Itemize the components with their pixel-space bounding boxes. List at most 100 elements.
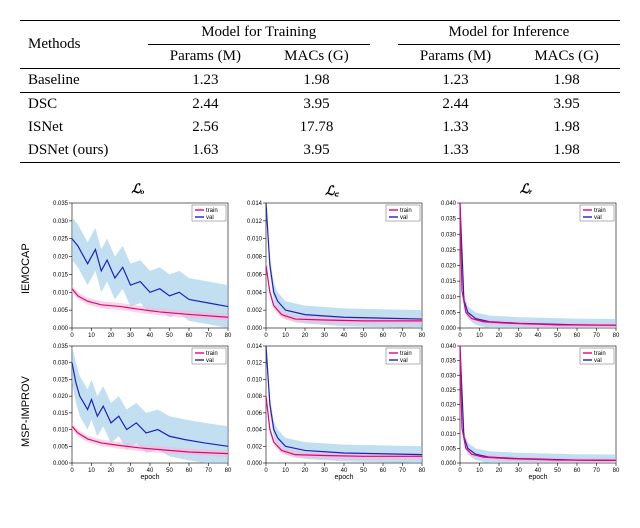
svg-text:train: train: [400, 208, 412, 214]
svg-text:80: 80: [225, 333, 232, 338]
svg-text:0.015: 0.015: [53, 272, 69, 278]
svg-text:10: 10: [476, 468, 483, 474]
svg-text:0.012: 0.012: [247, 361, 263, 367]
svg-text:0: 0: [458, 333, 462, 338]
svg-text:0.015: 0.015: [441, 279, 457, 285]
svg-text:0.035: 0.035: [441, 217, 457, 223]
svg-text:0.040: 0.040: [441, 344, 457, 350]
col-infer: Model for Inference: [398, 21, 620, 45]
svg-text:epoch: epoch: [334, 474, 353, 481]
svg-text:0.015: 0.015: [53, 411, 69, 417]
svg-text:0.005: 0.005: [441, 310, 457, 316]
svg-text:0: 0: [264, 468, 268, 474]
svg-text:30: 30: [127, 468, 134, 474]
col-title-Lr: ℒᵣ: [432, 181, 620, 195]
svg-text:0.004: 0.004: [247, 428, 263, 434]
svg-text:80: 80: [419, 468, 426, 474]
svg-text:60: 60: [380, 333, 387, 338]
svg-text:30: 30: [321, 333, 328, 338]
svg-text:0.014: 0.014: [247, 201, 263, 207]
svg-text:20: 20: [108, 468, 115, 474]
comparison-table: Methods Model for Training Model for Inf…: [20, 20, 620, 163]
svg-text:30: 30: [321, 468, 328, 474]
svg-text:70: 70: [205, 333, 212, 338]
svg-text:10: 10: [476, 333, 483, 338]
svg-text:50: 50: [166, 468, 173, 474]
svg-text:80: 80: [613, 468, 620, 474]
svg-text:0.010: 0.010: [441, 295, 457, 301]
svg-text:50: 50: [554, 468, 561, 474]
svg-text:10: 10: [88, 333, 95, 338]
svg-text:0.002: 0.002: [247, 308, 263, 314]
table-row: DSNet (ours)1.633.951.331.98: [20, 139, 620, 163]
svg-text:0.040: 0.040: [441, 201, 457, 207]
svg-text:0.010: 0.010: [247, 237, 263, 243]
svg-text:0.020: 0.020: [441, 264, 457, 270]
svg-text:70: 70: [399, 333, 406, 338]
chart-panel: 0.0000.0050.0100.0150.0200.0250.0300.035…: [44, 199, 232, 338]
svg-text:train: train: [594, 351, 606, 357]
row-title-msp: MSP-IMPROV: [20, 342, 38, 481]
svg-text:0.010: 0.010: [247, 377, 263, 383]
svg-text:0.010: 0.010: [441, 432, 457, 438]
svg-text:0: 0: [70, 468, 74, 474]
svg-text:0.025: 0.025: [441, 388, 457, 394]
svg-text:40: 40: [535, 333, 542, 338]
svg-text:0.014: 0.014: [247, 344, 263, 350]
svg-text:epoch: epoch: [528, 474, 547, 481]
svg-text:0.012: 0.012: [247, 219, 263, 225]
svg-text:60: 60: [380, 468, 387, 474]
loss-figure: ℒₒ ℒ꜀ ℒᵣ IEMOCAP 0.0000.0050.0100.0150.0…: [20, 181, 620, 481]
svg-text:0: 0: [70, 333, 74, 338]
svg-text:50: 50: [166, 333, 173, 338]
svg-text:20: 20: [302, 333, 309, 338]
svg-text:0.006: 0.006: [247, 411, 263, 417]
svg-text:0.030: 0.030: [53, 361, 69, 367]
chart-panel: 0.0000.0020.0040.0060.0080.0100.0120.014…: [238, 199, 426, 338]
svg-text:10: 10: [88, 468, 95, 474]
svg-text:30: 30: [127, 333, 134, 338]
svg-text:30: 30: [515, 468, 522, 474]
svg-text:val: val: [206, 215, 214, 221]
svg-text:0.030: 0.030: [441, 232, 457, 238]
chart-panel: 0.0000.0050.0100.0150.0200.0250.0300.035…: [432, 342, 620, 481]
svg-text:70: 70: [593, 333, 600, 338]
svg-text:60: 60: [574, 468, 581, 474]
table-row: ISNet2.5617.781.331.98: [20, 116, 620, 139]
svg-text:50: 50: [554, 333, 561, 338]
svg-text:train: train: [206, 208, 218, 214]
svg-text:0.010: 0.010: [53, 290, 69, 296]
col-title-Lo: ℒₒ: [44, 181, 232, 195]
svg-text:val: val: [206, 358, 214, 364]
svg-text:val: val: [594, 215, 602, 221]
svg-text:0.025: 0.025: [53, 237, 69, 243]
svg-text:0: 0: [264, 333, 268, 338]
svg-text:epoch: epoch: [140, 474, 159, 481]
table-row: DSC2.443.952.443.95: [20, 93, 620, 117]
svg-text:0: 0: [458, 468, 462, 474]
chart-panel: 0.000 0.005 0.010 0.015 0.020 0.025 0.030 0.035…: [432, 199, 620, 338]
svg-text:0.025: 0.025: [441, 248, 457, 254]
svg-text:0.030: 0.030: [441, 373, 457, 379]
svg-text:0.000: 0.000: [441, 326, 457, 332]
svg-text:0.000: 0.000: [53, 326, 69, 332]
svg-text:0.010: 0.010: [53, 428, 69, 434]
svg-text:60: 60: [186, 333, 193, 338]
svg-text:30: 30: [515, 333, 522, 338]
svg-text:0.008: 0.008: [247, 394, 263, 400]
svg-text:0.005: 0.005: [53, 308, 69, 314]
svg-text:train: train: [594, 208, 606, 214]
svg-text:val: val: [400, 215, 408, 221]
svg-text:70: 70: [593, 468, 600, 474]
table-row: Baseline1.231.981.231.98: [20, 69, 620, 93]
svg-text:0.008: 0.008: [247, 255, 263, 261]
svg-text:0.020: 0.020: [53, 394, 69, 400]
svg-text:0.002: 0.002: [247, 444, 263, 450]
svg-text:60: 60: [186, 468, 193, 474]
svg-text:80: 80: [225, 468, 232, 474]
svg-text:val: val: [400, 358, 408, 364]
svg-text:20: 20: [496, 333, 503, 338]
svg-text:0.030: 0.030: [53, 219, 69, 225]
chart-panel: 0.0000.0050.0100.0150.0200.0250.0300.035…: [44, 342, 232, 481]
svg-text:0.020: 0.020: [53, 255, 69, 261]
